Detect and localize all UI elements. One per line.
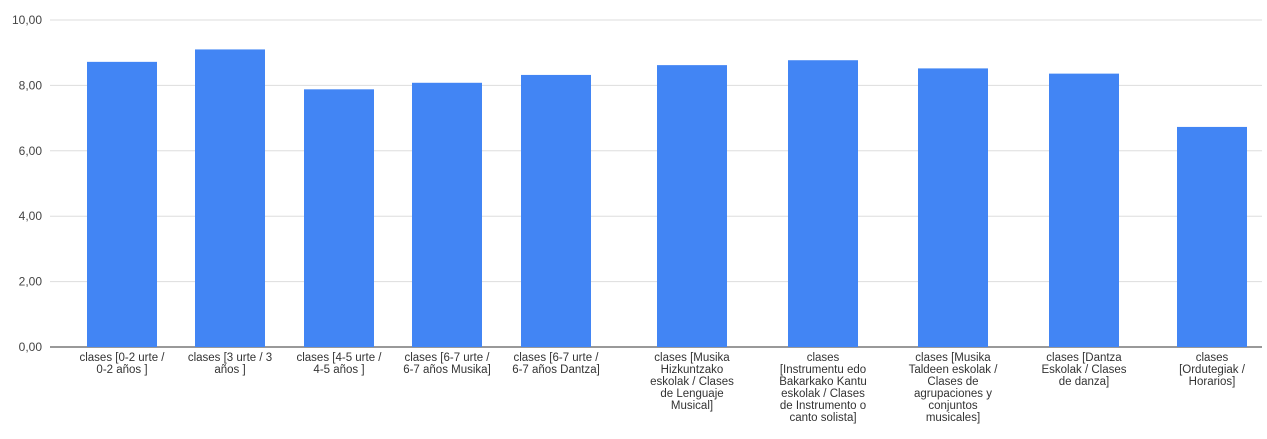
x-tick-label-line: [Ordutegiak / xyxy=(1179,364,1246,376)
x-tick-label-line: de danza] xyxy=(1059,376,1110,388)
x-tick-label-line: clases [0-2 urte / xyxy=(79,352,165,364)
x-tick-label: clases [Instrumentu edo Bakarkako Kantu esk… xyxy=(779,352,867,424)
y-tick-label: 4,00 xyxy=(19,209,43,223)
bar xyxy=(788,60,858,347)
x-axis-labels: clases [0-2 urte /0-2 años ] clases [3 ur… xyxy=(79,352,1245,424)
x-tick-label-line: de Instrumento o xyxy=(780,400,866,412)
x-tick-label-line: conjuntos xyxy=(928,400,977,412)
x-tick-label-line: eskolak / Clases xyxy=(650,376,734,388)
x-tick-label-line: agrupaciones y xyxy=(914,388,992,400)
bar xyxy=(304,89,374,347)
x-tick-label: clases [6-7 urte /6-7 años Dantza] xyxy=(512,352,600,376)
bar xyxy=(918,68,988,348)
x-tick-label: clases [Musika Taldeen eskolak / Clases de… xyxy=(909,352,999,424)
bar xyxy=(412,82,482,347)
x-tick-label: clases [0-2 urte /0-2 años ] xyxy=(79,352,165,376)
x-tick-label-line: 6-7 años Musika] xyxy=(403,364,491,376)
x-tick-label-line: Clases de xyxy=(927,376,978,388)
x-tick-label: clases [6-7 urte /6-7 años Musika] xyxy=(403,352,491,376)
x-tick-label-line: 0-2 años ] xyxy=(96,364,147,376)
x-tick-label-line: clases [Musika xyxy=(915,352,991,364)
x-tick-label-line: canto solista] xyxy=(789,412,856,424)
x-tick-label: clases [Dantza Eskolak / Clases de danza] xyxy=(1041,352,1126,388)
x-tick-label-line: de Lenguaje xyxy=(660,388,723,400)
bar xyxy=(195,49,265,348)
bar xyxy=(657,65,727,347)
x-tick-label-line: clases [6-7 urte / xyxy=(513,352,599,364)
x-tick-label-line: musicales] xyxy=(926,412,980,424)
x-tick-label-line: Taldeen eskolak / xyxy=(909,364,999,376)
x-tick-label-line: eskolak / Clases xyxy=(781,388,865,400)
x-tick-label: clases [3 urte / 3 años ] xyxy=(188,352,272,376)
bars xyxy=(87,49,1247,348)
x-tick-label-line: clases [6-7 urte / xyxy=(404,352,490,364)
y-tick-label: 8,00 xyxy=(19,78,43,92)
x-tick-label-line: clases [3 urte / 3 xyxy=(188,352,272,364)
y-tick-label: 6,00 xyxy=(19,144,43,158)
x-tick-label: clases [4-5 urte /4-5 años ] xyxy=(296,352,382,376)
bar xyxy=(521,74,591,347)
x-tick-label-line: 4-5 años ] xyxy=(313,364,364,376)
x-tick-label-line: clases xyxy=(807,352,840,364)
x-tick-label-line: clases [Dantza xyxy=(1046,352,1122,364)
x-tick-label-line: Eskolak / Clases xyxy=(1041,364,1126,376)
bar xyxy=(1177,126,1247,347)
x-tick-label-line: 6-7 años Dantza] xyxy=(512,364,600,376)
x-tick-label-line: [Instrumentu edo xyxy=(780,364,866,376)
bar xyxy=(1049,73,1119,348)
y-tick-label: 0,00 xyxy=(19,340,43,354)
x-tick-label-line: clases [Musika xyxy=(654,352,730,364)
y-tick-label: 2,00 xyxy=(19,275,43,289)
x-tick-label-line: años ] xyxy=(214,364,245,376)
y-tick-label: 10,00 xyxy=(12,13,42,27)
x-tick-label-line: clases xyxy=(1196,352,1229,364)
y-axis-ticks: 0,00 2,00 4,00 6,00 8,00 10,00 xyxy=(12,13,42,354)
x-tick-label: clases [Musika Hizkuntzako eskolak / Clase… xyxy=(650,352,734,412)
x-tick-label-line: clases [4-5 urte / xyxy=(296,352,382,364)
bar xyxy=(87,61,157,348)
x-tick-label: clases [Ordutegiak / Horarios] xyxy=(1179,352,1246,388)
x-tick-label-line: Musical] xyxy=(671,400,713,412)
x-tick-label-line: Hizkuntzako xyxy=(661,364,724,376)
x-tick-label-line: Bakarkako Kantu xyxy=(779,376,867,388)
x-tick-label-line: Horarios] xyxy=(1189,376,1236,388)
